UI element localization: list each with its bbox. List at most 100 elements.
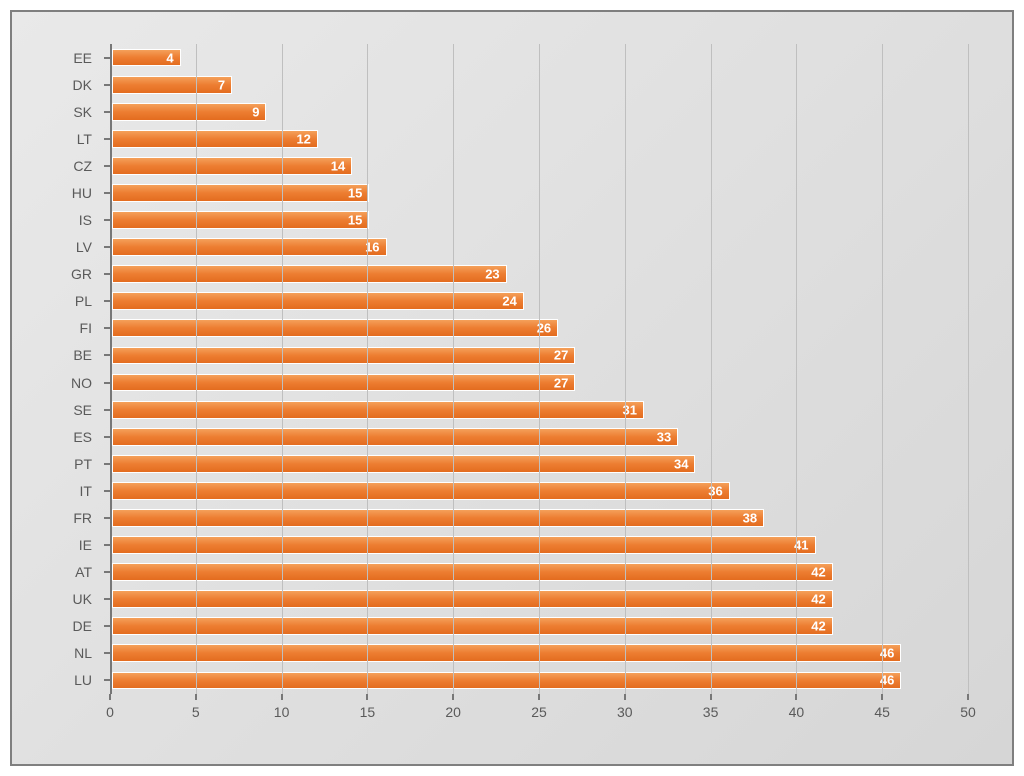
- x-tick: [710, 694, 712, 700]
- y-axis-label: DE: [73, 618, 92, 634]
- grid-line: [367, 44, 368, 694]
- y-axis-label: PL: [75, 293, 92, 309]
- y-axis-label: LU: [74, 672, 92, 688]
- x-tick: [195, 694, 197, 700]
- bar: 23: [112, 265, 507, 283]
- x-tick: [281, 694, 283, 700]
- y-axis-label: DK: [73, 77, 92, 93]
- bar-value-label: 15: [348, 185, 362, 200]
- bar-value-label: 42: [811, 565, 825, 580]
- x-tick: [624, 694, 626, 700]
- x-axis-label: 50: [960, 704, 976, 720]
- x-axis-label: 35: [703, 704, 719, 720]
- y-axis-label: GR: [71, 266, 92, 282]
- bar-value-label: 42: [811, 619, 825, 634]
- bar: 14: [112, 157, 352, 175]
- y-axis-label: IS: [79, 212, 92, 228]
- bar-value-label: 38: [743, 510, 757, 525]
- bar-value-label: 42: [811, 592, 825, 607]
- bar-value-label: 27: [554, 375, 568, 390]
- bar-value-label: 24: [502, 294, 516, 309]
- plot-area: EE 4 DK 7 SK 9 LT 12 CZ 14 HU 15 IS 15 LV 16 GR 23 PL 24 FI 2…: [48, 40, 976, 728]
- y-axis-label: EE: [73, 50, 92, 66]
- x-axis-label: 20: [445, 704, 461, 720]
- y-axis-label: AT: [75, 564, 92, 580]
- bar-value-label: 27: [554, 348, 568, 363]
- x-tick: [795, 694, 797, 700]
- bar: 33: [112, 428, 678, 446]
- bar-value-label: 23: [485, 267, 499, 282]
- y-axis-label: UK: [73, 591, 92, 607]
- bar: 42: [112, 590, 833, 608]
- plot-inner: EE4DK7SK9LT12CZ14HU15IS15LV16GR23PL24FI2…: [110, 44, 968, 694]
- y-axis-label: SE: [73, 402, 92, 418]
- x-axis-label: 30: [617, 704, 633, 720]
- y-axis-label: LT: [77, 131, 92, 147]
- grid-line: [796, 44, 797, 694]
- bar: 34: [112, 455, 695, 473]
- bar: 27: [112, 347, 575, 365]
- x-axis-label: 10: [274, 704, 290, 720]
- bar-value-label: 9: [252, 104, 259, 119]
- bar-value-label: 12: [296, 131, 310, 146]
- bar: 31: [112, 401, 644, 419]
- y-axis-label: IE: [79, 537, 92, 553]
- bar-value-label: 14: [331, 158, 345, 173]
- y-axis-label: LV: [76, 239, 92, 255]
- bar: 7: [112, 76, 232, 94]
- chart-frame: EE 4 DK 7 SK 9 LT 12 CZ 14 HU 15 IS 15 LV 16 GR 23 PL 24 FI 2…: [10, 10, 1014, 766]
- bar: 36: [112, 482, 730, 500]
- chart-outer: EE 4 DK 7 SK 9 LT 12 CZ 14 HU 15 IS 15 LV 16 GR 23 PL 24 FI 2…: [0, 0, 1024, 776]
- grid-line: [882, 44, 883, 694]
- x-axis-label: 40: [789, 704, 805, 720]
- x-axis-label: 15: [360, 704, 376, 720]
- bar-value-label: 34: [674, 456, 688, 471]
- y-axis-label: SK: [73, 104, 92, 120]
- bar: 15: [112, 184, 369, 202]
- bar: 42: [112, 563, 833, 581]
- grid-line: [282, 44, 283, 694]
- y-axis-label: NL: [74, 645, 92, 661]
- grid-line: [625, 44, 626, 694]
- bar: 24: [112, 292, 524, 310]
- bar: 4: [112, 49, 181, 67]
- x-axis-label: 0: [106, 704, 114, 720]
- grid-line: [539, 44, 540, 694]
- bar-value-label: 33: [657, 429, 671, 444]
- bar-value-label: 15: [348, 213, 362, 228]
- x-tick: [881, 694, 883, 700]
- x-axis-label: 45: [874, 704, 890, 720]
- bar: 46: [112, 672, 901, 690]
- x-tick: [967, 694, 969, 700]
- y-axis-label: PT: [74, 456, 92, 472]
- y-axis-label: FI: [80, 320, 92, 336]
- y-axis-label: FR: [73, 510, 92, 526]
- x-tick: [538, 694, 540, 700]
- y-axis-label: CZ: [73, 158, 92, 174]
- bar: 38: [112, 509, 764, 527]
- y-axis-label: BE: [73, 347, 92, 363]
- bar: 26: [112, 319, 558, 337]
- y-axis-label: ES: [73, 429, 92, 445]
- grid-line: [196, 44, 197, 694]
- bar: 9: [112, 103, 266, 121]
- y-axis-label: HU: [72, 185, 92, 201]
- bar: 42: [112, 617, 833, 635]
- grid-line: [453, 44, 454, 694]
- bar: 15: [112, 211, 369, 229]
- bar: 27: [112, 374, 575, 392]
- bar: 12: [112, 130, 318, 148]
- x-tick: [452, 694, 454, 700]
- grid-line: [711, 44, 712, 694]
- x-tick: [366, 694, 368, 700]
- x-axis-label: 25: [531, 704, 547, 720]
- y-axis-label: IT: [80, 483, 92, 499]
- bar: 46: [112, 644, 901, 662]
- bar-value-label: 7: [218, 77, 225, 92]
- bar: 16: [112, 238, 387, 256]
- grid-line: [968, 44, 969, 694]
- bar-value-label: 4: [166, 50, 173, 65]
- x-axis-label: 5: [192, 704, 200, 720]
- x-tick: [109, 694, 111, 700]
- y-axis-label: NO: [71, 375, 92, 391]
